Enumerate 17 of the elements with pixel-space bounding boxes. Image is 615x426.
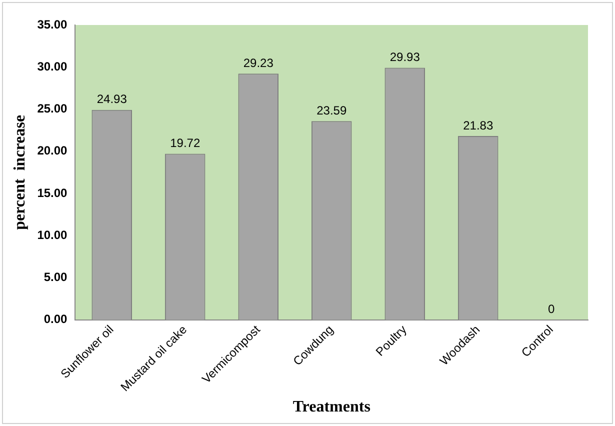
- y-tick-label: 20.00: [37, 144, 68, 158]
- data-label: 23.59: [316, 103, 347, 118]
- data-label: 19.72: [170, 136, 200, 150]
- data-label: 29.23: [243, 56, 274, 70]
- y-axis-title: percent increase: [12, 114, 29, 230]
- data-label: 24.93: [96, 92, 128, 106]
- data-label: 21.83: [463, 118, 494, 132]
- y-tick-label: 10.00: [37, 228, 68, 242]
- y-tick-label: 30.00: [37, 59, 68, 74]
- y-tick-label: 5.00: [44, 270, 68, 284]
- data-label: 29.93: [390, 50, 420, 64]
- y-tick-label: 15.00: [37, 186, 68, 200]
- y-tick-label: 35.00: [37, 17, 68, 32]
- y-tick-label: 25.00: [37, 102, 68, 116]
- x-axis-title: Treatments: [292, 398, 370, 416]
- data-label: 0: [548, 302, 556, 316]
- y-tick-label: 0.00: [44, 312, 68, 326]
